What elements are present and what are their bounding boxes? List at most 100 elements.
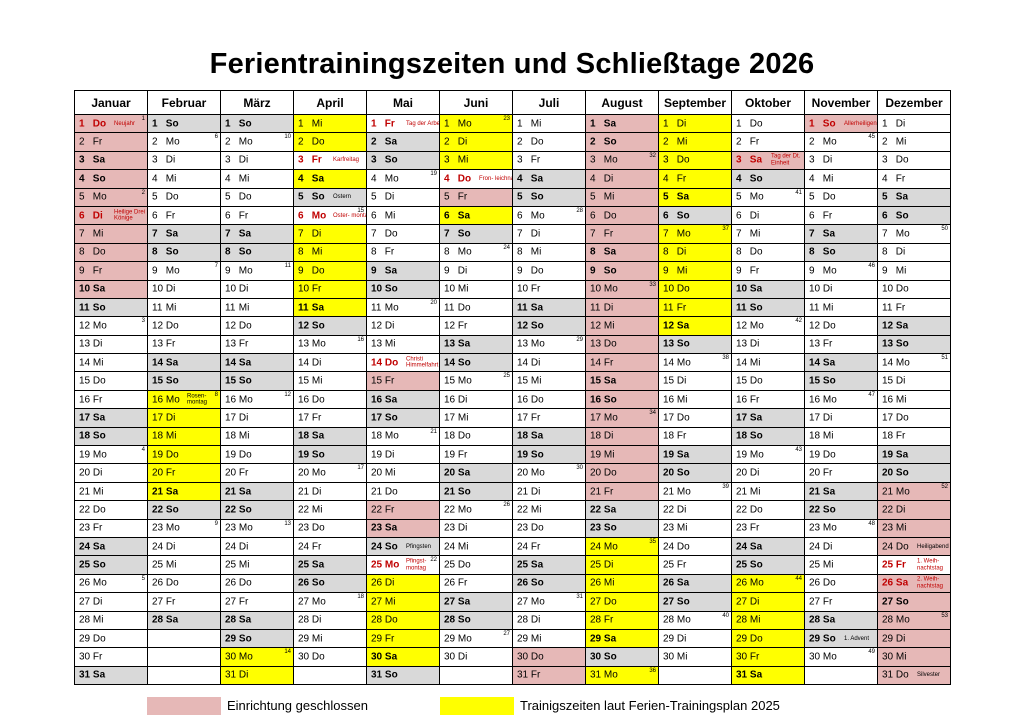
day-cell: 11 Mo 20 (366, 297, 440, 318)
day-cell: 4 Sa (293, 169, 367, 189)
day-cell: 15 So (804, 371, 878, 391)
day-cell: 17 Do (877, 408, 951, 428)
weekday: Fr (895, 302, 906, 314)
day-number: 29 (371, 633, 383, 645)
weekday: Mi (165, 302, 177, 314)
day-label: 29 Mi (517, 633, 541, 644)
legend-label-closed: Einrichtung geschlossen (227, 698, 368, 713)
weekday: Mi (749, 486, 761, 497)
weekday: Mo (457, 246, 472, 258)
day-number: 10 (225, 283, 237, 295)
holiday-note: Oster- montag (333, 212, 366, 219)
day-number: 18 (809, 430, 821, 442)
day-cell: 19 Mo 43 (731, 445, 805, 465)
day-row: 17 Sa 17 Di 17 Di 17 Fr 17 So 17 Mi 17 Fr 17 Mo… (74, 408, 951, 428)
weekday: Do (603, 210, 617, 222)
day-number: 30 (298, 651, 310, 663)
day-cell: 16 Di (439, 389, 513, 410)
day-number: 17 (444, 412, 456, 424)
weekday: Do (92, 118, 107, 130)
day-cell: 6 Mo 28 (512, 205, 586, 226)
day-cell: 17 Di (147, 408, 221, 428)
month-header: Februar (147, 90, 221, 115)
day-number: 16 (298, 394, 310, 406)
day-label: 20 So (882, 468, 909, 479)
day-cell: 19 Fr (439, 445, 513, 465)
day-cell: 10 Mi (439, 279, 513, 299)
day-cell: 23 Do (512, 518, 586, 538)
weekday: So (749, 430, 763, 442)
day-label: 9 Mi (663, 265, 687, 276)
day-cell: 14 Mo 38 (658, 353, 732, 373)
day-cell: 5 Fr (439, 187, 513, 207)
day-label: 18 Do (444, 431, 471, 442)
weekday: Sa (603, 118, 617, 130)
day-number: 11 (152, 302, 163, 314)
day-label: 26 Sa (663, 578, 689, 589)
day-row: 9 Fr 9 Mo 7 9 Mo 11 9 Do 9 Sa 9 Di 9 Do 9 So 9 Mi 9… (74, 261, 951, 281)
weekday: Sa (676, 320, 690, 332)
weekday: Mo (749, 320, 764, 332)
day-label: 27 So (663, 596, 690, 607)
day-number: 2 (517, 136, 523, 148)
day-cell: 22 Fr (366, 500, 440, 520)
weekday: Fr (895, 173, 906, 185)
day-number: 30 (371, 651, 383, 663)
day-label: 3 Di (225, 155, 248, 166)
day-cell: 27 Do (585, 592, 659, 612)
day-label: 30 Di (444, 652, 467, 663)
day-number: 25 (809, 559, 821, 571)
day-row: 14 Mi 14 Sa 14 Sa 14 Di 14 Do Christi Himmelf… (74, 353, 951, 373)
weekday: Fr (749, 522, 760, 534)
day-label: 22 So (809, 504, 836, 515)
day-label: 27 Di (736, 596, 759, 607)
day-label: 19 Mi (590, 449, 614, 460)
empty-cell (147, 628, 221, 649)
day-label: 11 Mi (225, 302, 249, 313)
week-number: 13 (284, 520, 291, 527)
day-label: 9 Mi (882, 265, 906, 276)
day-number: 23 (444, 522, 456, 534)
day-cell: 3 Sa Tag der Dt. Einheit (731, 150, 805, 171)
legend-label-training: Trainigszeiten laut Ferien-Trainingsplan… (520, 698, 780, 713)
weekday: Di (822, 154, 833, 166)
weekday: Sa (603, 504, 617, 516)
day-cell: 22 So (220, 500, 294, 520)
day-label: 8 Di (882, 247, 905, 258)
day-number: 7 (663, 228, 669, 240)
day-label: 12 Di (371, 320, 394, 331)
day-label: 21 Mo (882, 486, 910, 497)
week-number: 17 (357, 465, 364, 472)
day-row: 5 Mo 2 5 Do 5 Do 5 So Ostern 5 Di 5 Fr 5 So 5 Mi 5… (74, 187, 951, 207)
day-cell: 22 Mi (512, 500, 586, 520)
weekday: So (92, 430, 106, 442)
weekday: Mi (457, 283, 469, 295)
weekday: Di (457, 136, 468, 148)
weekday: Mo (676, 486, 691, 497)
day-label: 9 Mo (809, 265, 837, 276)
day-number: 1 (152, 118, 158, 130)
day-row: 28 Mi 28 Sa 28 Sa 28 Di 28 Do 28 So 28 Di 28 Fr… (74, 610, 951, 630)
day-number: 2 (590, 136, 596, 148)
day-cell: 16 Do (293, 389, 367, 410)
day-label: 8 Mo (444, 247, 472, 258)
day-number: 17 (882, 412, 894, 424)
weekday: Mi (165, 430, 177, 442)
day-cell: 1 Do Neujahr 1 (74, 113, 148, 134)
day-label: 19 Sa (882, 449, 908, 460)
day-cell: 1 Fr Tag der Arbeit (366, 113, 440, 134)
weekday: Fr (530, 669, 541, 681)
weekday: Mi (676, 394, 688, 406)
day-number: 10 (882, 283, 894, 295)
weekday: Fr (603, 228, 614, 240)
day-number: 9 (736, 265, 742, 277)
day-cell: 12 Mo 3 (74, 316, 148, 336)
day-label: 3 Fr (298, 155, 322, 166)
day-label: 17 Fr (298, 412, 321, 423)
day-label: 5 Fr (444, 192, 467, 203)
weekday: Fr (384, 633, 395, 645)
weekday: Mi (384, 338, 396, 350)
day-number: 20 (882, 467, 894, 479)
day-number: 3 (371, 154, 377, 166)
day-number: 12 (517, 320, 529, 332)
